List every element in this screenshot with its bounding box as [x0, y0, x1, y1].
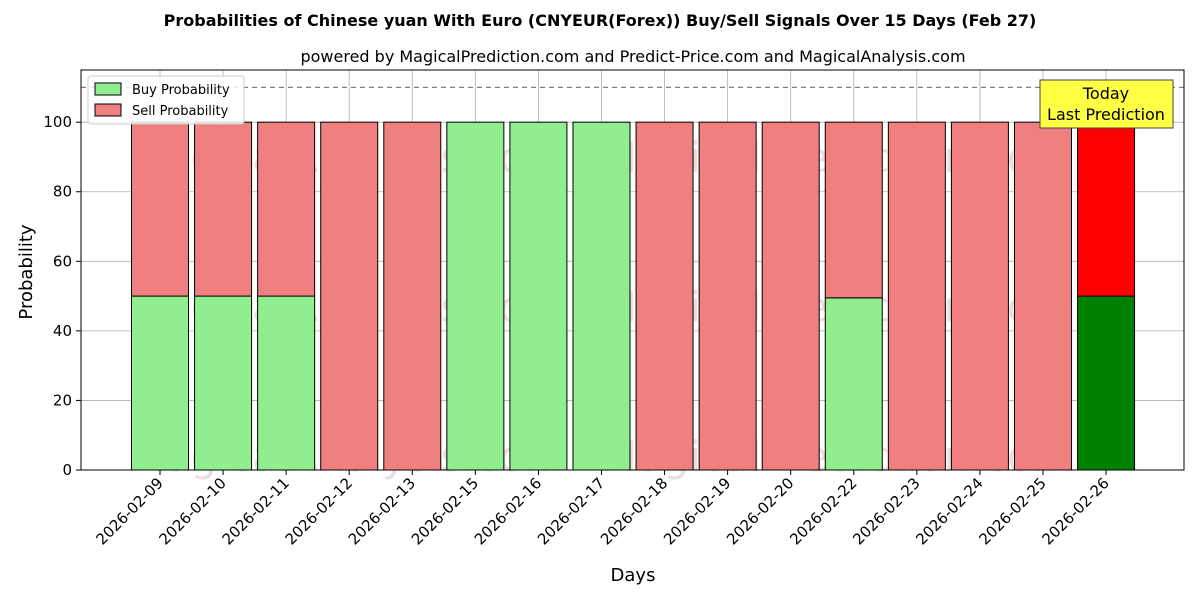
bar-buy-2026-02-10	[194, 295, 253, 471]
today-annotation-line-1: Today	[1082, 84, 1129, 103]
bar-sell-2026-02-26	[1077, 121, 1136, 297]
today-annotation-line-2: Last Prediction	[1047, 105, 1165, 124]
x-tick-label: 2026-02-22	[786, 474, 860, 548]
x-tick-label: 2026-02-15	[408, 474, 482, 548]
x-tick-label: 2026-02-12	[282, 474, 356, 548]
bar-buy-2026-02-26	[1077, 295, 1136, 471]
bar-sell-2026-02-19	[698, 121, 757, 471]
x-tick-label: 2026-02-19	[660, 474, 734, 548]
y-tick-label: 40	[53, 322, 72, 340]
legend-swatch-sell	[94, 103, 122, 117]
bar-buy-2026-02-17	[572, 121, 631, 471]
plot-frame	[80, 69, 1185, 471]
today-annotation-box	[1039, 79, 1174, 129]
x-tick-label: 2026-02-10	[156, 474, 230, 548]
x-tick-label: 2026-02-18	[597, 474, 671, 548]
bar-sell-2026-02-12	[320, 121, 379, 471]
x-tick-label: 2026-02-25	[975, 474, 1049, 548]
bar-buy-2026-02-11	[257, 295, 316, 471]
y-tick-label: 0	[62, 461, 72, 479]
y-tick-label: 60	[53, 252, 72, 270]
x-axis-label: Days	[611, 565, 656, 586]
bar-sell-2026-02-18	[635, 121, 694, 471]
legend: Buy Probability Sell Probability	[87, 75, 245, 125]
chart-subtitle: powered by MagicalPrediction.com and Pre…	[300, 47, 965, 66]
bar-sell-2026-02-09	[131, 121, 189, 297]
bar-sell-2026-02-10	[194, 121, 253, 297]
x-tick-label: 2026-02-09	[92, 474, 166, 548]
bar-sell-2026-02-24	[950, 121, 1009, 471]
y-tick-label: 100	[43, 113, 72, 131]
y-tick-label: 80	[53, 183, 72, 201]
legend-label-sell: Sell Probability	[132, 104, 229, 119]
x-tick-label: 2026-02-13	[345, 474, 419, 548]
bar-sell-2026-02-22	[824, 121, 883, 299]
bar-sell-2026-02-13	[383, 121, 442, 471]
legend-box	[87, 75, 245, 125]
y-axis: 0 20 40 60 80 100	[43, 113, 81, 479]
bar-sell-2026-02-20	[761, 121, 820, 471]
legend-label-buy: Buy Probability	[132, 83, 230, 98]
chart-title: Probabilities of Chinese yuan With Euro …	[164, 11, 1037, 30]
bars	[131, 121, 1136, 471]
y-axis-label: Probability	[16, 224, 37, 319]
bar-buy-2026-02-09	[131, 295, 189, 471]
legend-swatch-buy	[94, 82, 122, 96]
bar-buy-2026-02-16	[509, 121, 568, 471]
x-tick-label: 2026-02-23	[849, 474, 923, 548]
x-tick-label: 2026-02-26	[1038, 474, 1112, 548]
x-tick-label: 2026-02-20	[723, 474, 797, 548]
today-annotation: Today Last Prediction	[1039, 79, 1174, 129]
bar-buy-2026-02-22	[824, 297, 883, 471]
x-tick-label: 2026-02-11	[219, 474, 293, 548]
bar-buy-2026-02-15	[446, 121, 505, 471]
x-tick-label: 2026-02-24	[912, 474, 986, 548]
x-axis: 2026-02-092026-02-102026-02-112026-02-12…	[92, 470, 1113, 548]
bar-sell-2026-02-23	[887, 121, 946, 471]
x-tick-label: 2026-02-16	[471, 474, 545, 548]
bar-sell-2026-02-25	[1013, 121, 1072, 471]
y-tick-label: 20	[53, 391, 72, 409]
bar-sell-2026-02-11	[257, 121, 316, 297]
x-tick-label: 2026-02-17	[534, 474, 608, 548]
